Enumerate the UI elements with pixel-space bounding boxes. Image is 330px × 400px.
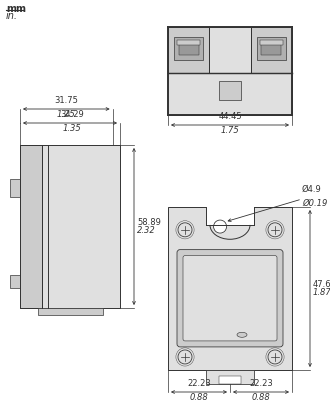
Bar [219, 81, 241, 100]
Bar [174, 37, 203, 60]
Text: in.: in. [6, 11, 18, 21]
Text: 47.6: 47.6 [313, 280, 330, 289]
Text: 0.88: 0.88 [251, 393, 270, 400]
Bar [168, 27, 292, 115]
Text: 44.45: 44.45 [218, 112, 242, 121]
Text: Ø0.19: Ø0.19 [302, 199, 327, 208]
Bar [10, 179, 20, 197]
Text: 1.75: 1.75 [221, 126, 239, 135]
Bar [168, 73, 292, 115]
Bar [20, 145, 42, 308]
Text: 58.89: 58.89 [137, 218, 161, 227]
Bar [207, 205, 253, 225]
Text: 22.23: 22.23 [187, 379, 211, 388]
Circle shape [268, 350, 282, 364]
Circle shape [178, 223, 192, 237]
Bar [251, 27, 292, 73]
Text: 1.35: 1.35 [63, 124, 82, 133]
Circle shape [214, 220, 227, 233]
Bar [10, 276, 20, 288]
Text: 1.25: 1.25 [57, 110, 76, 119]
FancyBboxPatch shape [177, 250, 283, 347]
Bar [219, 376, 241, 384]
Text: 0.88: 0.88 [190, 393, 208, 400]
Circle shape [268, 223, 282, 237]
Bar [38, 308, 103, 315]
Text: 22.23: 22.23 [249, 379, 273, 388]
Bar [257, 37, 286, 60]
Bar [20, 145, 120, 308]
Text: 34.29: 34.29 [60, 110, 84, 119]
Bar [209, 27, 251, 73]
Bar [177, 40, 200, 45]
Text: Ø4.9: Ø4.9 [302, 185, 322, 194]
Ellipse shape [237, 332, 247, 337]
Bar [207, 370, 253, 384]
Bar [168, 207, 292, 370]
Text: 31.75: 31.75 [54, 96, 78, 105]
Bar [179, 43, 199, 55]
FancyBboxPatch shape [183, 256, 277, 341]
Circle shape [178, 350, 192, 364]
Bar [168, 27, 209, 73]
Bar [260, 40, 283, 45]
Bar [261, 43, 281, 55]
Text: 2.32: 2.32 [137, 226, 156, 235]
Text: 1.87: 1.87 [313, 288, 330, 297]
Text: mm: mm [6, 4, 26, 14]
